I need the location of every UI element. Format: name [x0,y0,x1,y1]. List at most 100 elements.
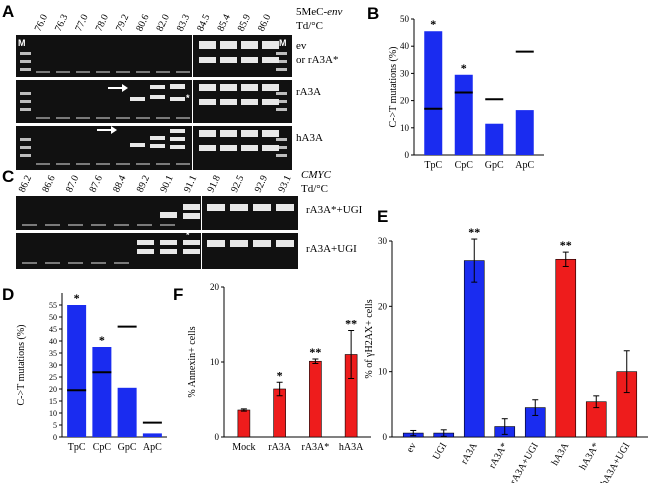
gel-a-ladder-0-1 [20,60,31,63]
gel-a-r3-low-5 [136,163,150,165]
chart-d-bar-1 [92,347,112,437]
panel-a-gel: M M * [16,35,292,170]
chart-d-ytick-7: 35 [49,349,57,358]
panel-c-temp-2: 87.0 [64,174,81,195]
gel-c-divider [16,230,298,233]
chart-e-cat-4: rA3A+UGI [508,441,541,483]
chart-d: 0 5 10 15 20 25 30 35 40 45 50 55 C->T mutations (%)… [16,291,167,453]
gel-a-r3-low-1 [56,163,70,165]
chart-e: 0 10 20 30 % of γH2AX+ cells ev UGI ** rA3A rA3A*… [364,225,648,483]
gel-a-r1-low-1 [56,71,70,73]
gel-c-r2-top-2 [253,240,271,247]
chart-e-ytick-2: 20 [378,301,388,311]
chart-d-ytick-11: 55 [49,301,57,310]
gel-c-bands [22,204,294,264]
chart-b-cat-0: TpC [424,160,442,171]
gel-a-r1-top-1 [220,41,237,49]
chart-e-ytick-3: 30 [378,236,388,246]
chart-f-ytick-1: 10 [210,357,220,367]
gel-c-r2-low-1 [45,262,60,264]
gel-c-r1-top-3 [276,204,294,211]
chart-d-cat-3: ApC [143,442,162,453]
chart-e-cat-2: rA3A [459,440,480,466]
gel-a-r2-low-6 [156,117,170,119]
gel-a-r2-low-1 [56,117,70,119]
gel-a-ladder-1-2 [276,68,287,71]
gel-a-ladder-1-5 [276,108,287,111]
gel-a-ladder-1-7 [276,146,287,149]
panel-e-label: E [377,207,388,226]
chart-e-ylabel: % of γH2AX+ cells [364,299,375,378]
chart-f-cat-1: rA3A [268,442,292,453]
chart-b-bar-1 [454,74,473,155]
chart-d-sig-1: * [99,333,105,347]
gel-a-marker-right: M [279,38,287,48]
gel-c-r2-band-1 [137,249,154,254]
panel-a-row3-label: hA3A [296,132,323,144]
panel-c-temperatures: 86.2 86.6 87.0 87.6 88.4 89.2 90.1 91.1 91.8 92.5… [17,174,294,195]
chart-e-ytick-0: 0 [383,432,388,442]
gel-a-r3-low-6 [156,163,170,165]
gel-a-r3-mid-1 [220,145,237,151]
chart-b-bar-2 [485,123,504,155]
gel-c-r1-band-c [183,213,200,219]
panel-c-temp-11: 93.1 [276,174,293,195]
chart-b-cat-3: ApC [515,160,534,171]
chart-d-ylabel: C->T mutations (%) [16,324,27,405]
gel-a-left-block [16,35,192,170]
gel-a-r2-low-3 [96,117,110,119]
gel-a-divider-2 [16,123,292,126]
panel-a-temp-1: 76.3 [53,13,70,34]
panel-a-temp-8: 84.5 [195,13,212,34]
gel-a-r3-mid-2 [241,145,258,151]
gel-a-r3-band-1 [150,136,165,140]
gel-a-r3-low-2 [76,163,90,165]
gel-a-r1-mid-3 [262,57,279,63]
panel-c-temp-6: 90.1 [158,174,175,195]
gel-a-r3-mid-3 [262,145,279,151]
gel-c-r2-low-3 [91,262,106,264]
gel-c-r2-top-1 [230,240,248,247]
panel-c-temp-9: 92.5 [229,174,246,195]
chart-d-cat-0: TpC [68,442,86,453]
gel-a-r2-mid-3 [262,99,279,105]
panel-c-temp-5: 89.2 [135,174,152,195]
panel-a-temp-4: 79.2 [114,13,131,34]
chart-b-sig-1: * [461,61,467,75]
gel-a-r2-band-4 [170,97,185,101]
panel-a-temp-7: 83.3 [175,13,192,34]
chart-d-ytick-3: 15 [49,397,57,406]
chart-f-cat-3: hA3A [339,442,364,453]
gel-a-r1-low-3 [96,71,110,73]
chart-f-cat-0: Mock [232,442,255,453]
chart-d-sig-0: * [74,291,80,305]
gel-c-r2-band-3 [160,249,177,254]
panel-a-temp-2: 77.0 [73,13,90,34]
gel-a-r1-top-2 [241,41,258,49]
gel-a-r3-mid-0 [199,145,216,151]
gel-c-r1-low-6 [160,224,175,226]
gel-c-r2-band-2 [160,240,177,245]
chart-b-ytick-2: 20 [400,96,410,106]
gel-c-r1-top-0 [207,204,225,211]
gel-c-r1-band-b [183,204,200,210]
gel-a-r3-low-0 [36,163,50,165]
chart-e-sig-2: ** [468,225,480,239]
panel-a-temp-9: 85.4 [215,13,232,34]
panel-a-temp-6: 82.0 [155,13,172,34]
gel-a-arrow-row2 [108,84,128,92]
chart-d-cat-2: GpC [118,442,137,453]
panel-a-temp-0: 76.0 [33,13,50,34]
gel-a-r1-top-0 [199,41,216,49]
gel-a-ladder-0-7 [20,146,31,149]
chart-e-cat-3: rA3A* [487,441,510,471]
chart-b-bar-0 [424,31,443,156]
gel-c-r2-low-4 [114,262,129,264]
gel-a-r2-band-0 [130,97,145,101]
panel-c-temp-4: 88.4 [111,174,128,195]
gel-a-r1-low-2 [76,71,90,73]
gel-a-ladder-1-1 [276,60,287,63]
chart-e-cat-1: UGI [431,441,449,462]
